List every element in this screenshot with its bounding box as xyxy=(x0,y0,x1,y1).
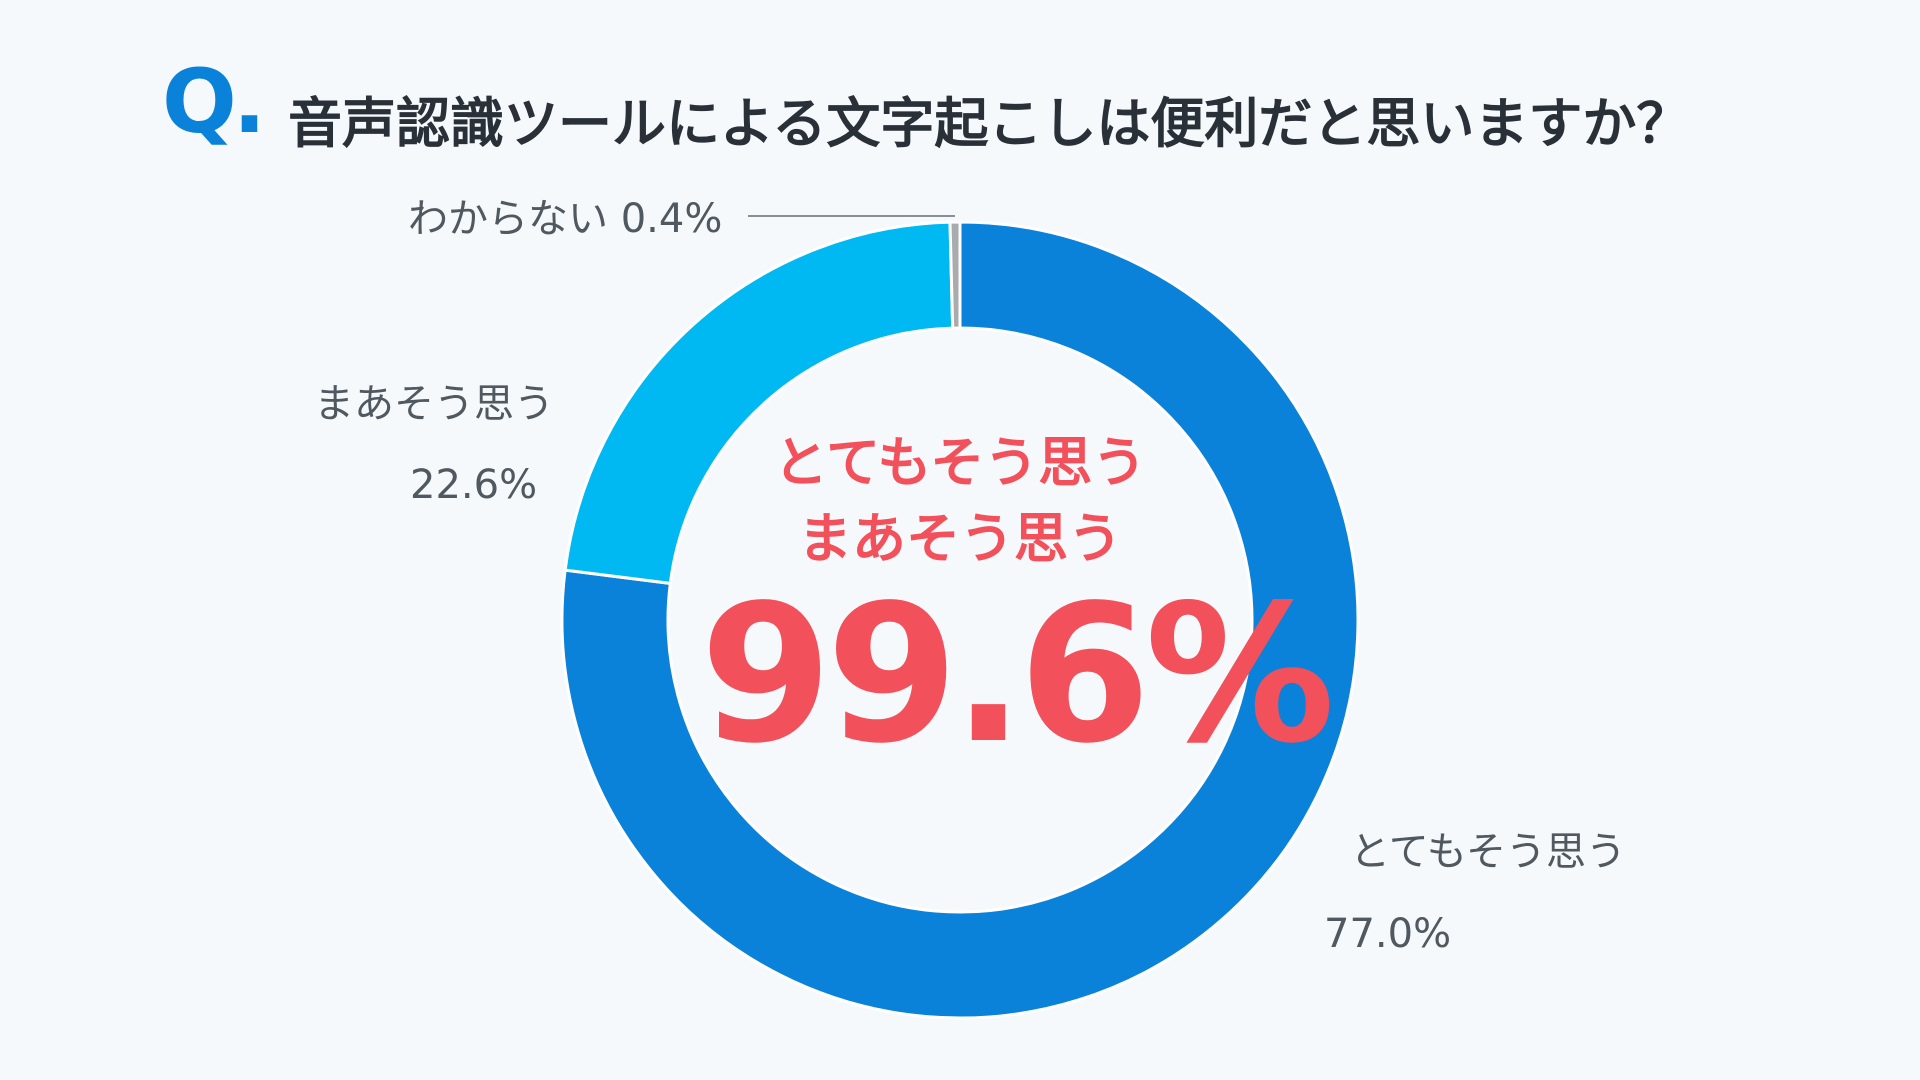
label-very-pct: 77.0% xyxy=(1324,911,1452,957)
center-line-1: とてもそう思う xyxy=(773,431,1147,494)
q-mark: Q. xyxy=(162,50,266,153)
label-somewhat-name: まあそう思う xyxy=(314,381,554,427)
label-unknown: わからない 0.4% xyxy=(408,196,723,242)
slice-very xyxy=(560,220,1360,1020)
donut-slices xyxy=(560,220,1360,1020)
center-total: 99.6% xyxy=(700,564,1335,785)
question-title: 音声認識ツールによる文字起こしは便利だと思いますか？ xyxy=(288,92,1691,155)
center-line-2: まあそう思う xyxy=(798,507,1122,570)
label-very-name: とてもそう思う xyxy=(1350,829,1626,875)
slice-unknown xyxy=(948,220,962,330)
label-somewhat-pct: 22.6% xyxy=(410,462,538,508)
